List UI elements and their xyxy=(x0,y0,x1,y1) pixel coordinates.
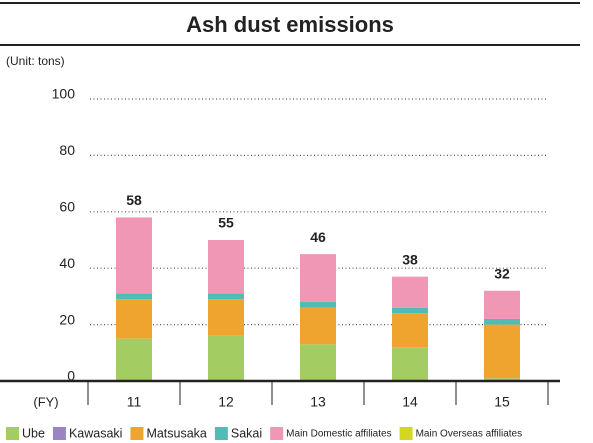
bar-segment xyxy=(484,378,520,381)
total-label: 38 xyxy=(402,251,418,267)
bar-segment xyxy=(300,302,336,308)
legend-swatch xyxy=(52,427,66,440)
bar-segment xyxy=(116,217,152,294)
bar-segment xyxy=(208,240,244,294)
unit-label: (Unit: tons) xyxy=(6,54,65,68)
legend-label: Main Overseas affiliates xyxy=(416,429,523,440)
x-tick-label: 12 xyxy=(218,394,234,410)
x-tick-label: 11 xyxy=(127,394,142,410)
bar-segment xyxy=(300,344,336,381)
chart-title: Ash dust emissions xyxy=(186,12,394,37)
x-tick-label: 13 xyxy=(310,394,326,410)
legend-label: Sakai xyxy=(231,426,262,440)
legend-swatch xyxy=(399,427,413,440)
bar-segment xyxy=(208,299,244,336)
bar-segment xyxy=(484,318,520,325)
total-label: 32 xyxy=(494,265,510,281)
x-tick-label: 14 xyxy=(402,394,418,410)
legend-label: Main Domestic affiliates xyxy=(286,429,391,440)
x-tick-label: 15 xyxy=(494,394,510,410)
y-tick-label: 0 xyxy=(67,368,75,384)
legend-swatch xyxy=(214,427,228,440)
x-axis-label: (FY) xyxy=(33,394,58,409)
total-label: 58 xyxy=(126,192,142,208)
y-tick-label: 20 xyxy=(59,311,75,327)
bar-segment xyxy=(208,335,244,381)
y-tick-label: 80 xyxy=(59,142,75,158)
y-tick-label: 100 xyxy=(52,86,76,102)
legend-label: Ube xyxy=(22,426,45,440)
bar-segment xyxy=(116,293,152,300)
legend-label: Matsusaka xyxy=(146,426,206,440)
legend-swatch xyxy=(270,427,284,440)
bar-segment xyxy=(300,254,336,303)
bar-segment xyxy=(392,313,428,348)
legend-label: Kawasaki xyxy=(69,426,123,440)
legend-swatch xyxy=(130,427,144,440)
y-tick-label: 60 xyxy=(59,199,75,215)
bar-segment xyxy=(116,299,152,339)
bar-segment xyxy=(392,276,428,308)
total-label: 46 xyxy=(310,229,326,245)
total-label: 55 xyxy=(218,215,234,231)
bar-segment xyxy=(484,324,520,379)
y-tick-label: 40 xyxy=(59,255,75,271)
bar-segment xyxy=(116,338,152,381)
bar-segment xyxy=(484,290,520,319)
bar-segment xyxy=(392,347,428,381)
bar-segment xyxy=(392,307,428,314)
bar-segment xyxy=(300,307,336,345)
legend-swatch xyxy=(6,427,19,440)
bar-segment xyxy=(208,293,244,300)
